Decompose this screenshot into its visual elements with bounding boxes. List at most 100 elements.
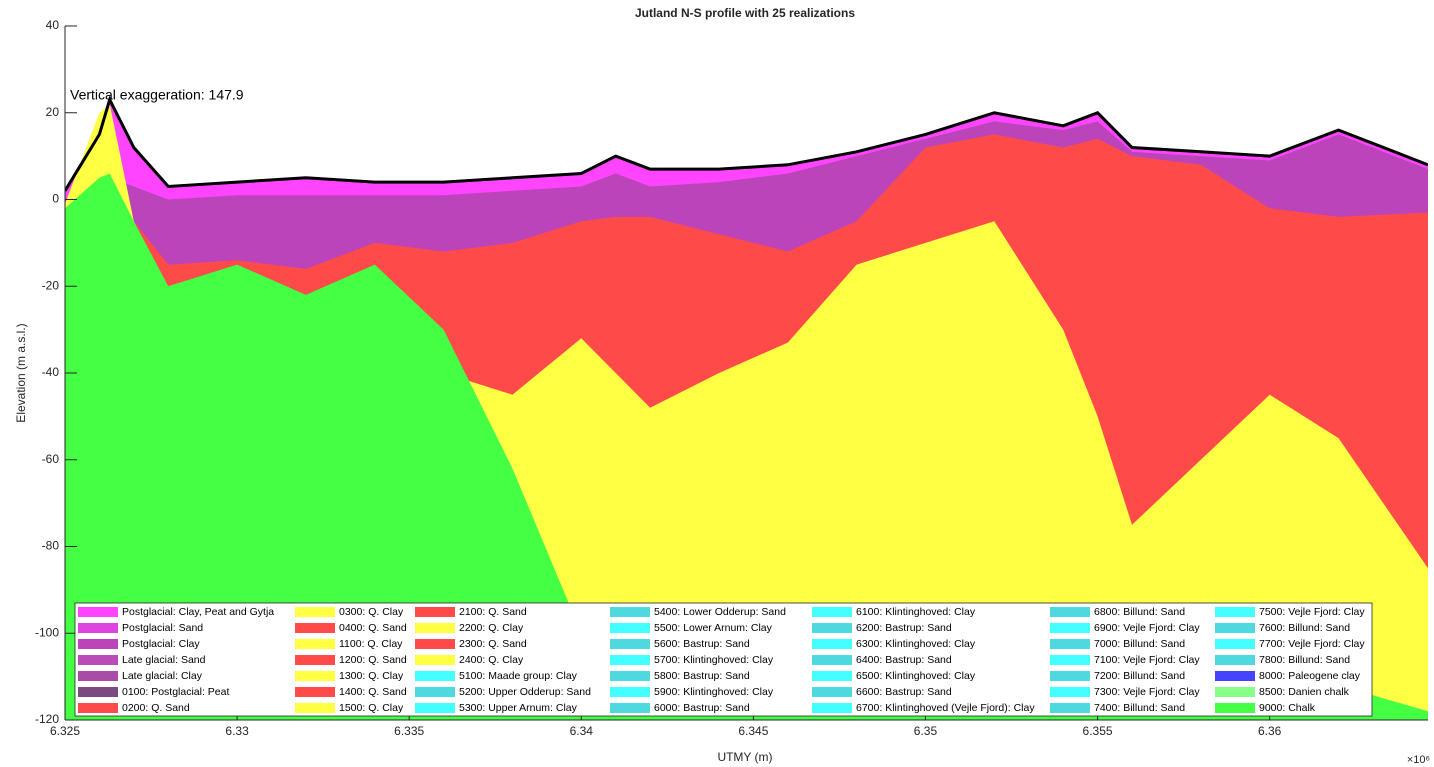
y-tick-label: -100 bbox=[35, 625, 59, 639]
legend: Postglacial: Clay, Peat and Gytja Postgla… bbox=[74, 602, 1373, 717]
legend-swatch bbox=[78, 687, 118, 697]
legend-box bbox=[74, 602, 1373, 717]
legend-swatch bbox=[295, 687, 335, 697]
axes: -120 -100 -80 -60 -40 -20 0 20 40 6.325 6.33 6.335 6… bbox=[35, 18, 1428, 738]
legend-swatch bbox=[812, 623, 852, 633]
legend-swatch bbox=[295, 671, 335, 681]
legend-label: 2200: Q. Clay bbox=[459, 622, 524, 634]
legend-swatch bbox=[1215, 671, 1255, 681]
legend-label: 6500: Klintinghoved: Clay bbox=[856, 670, 976, 682]
y-tick-label: -120 bbox=[35, 712, 59, 726]
legend-label: 1400: Q. Sand bbox=[339, 686, 407, 698]
legend-swatch bbox=[1050, 639, 1090, 649]
legend-label: 6900: Vejle Fjord: Clay bbox=[1094, 622, 1200, 634]
legend-swatch bbox=[295, 639, 335, 649]
legend-label: 5900: Klintinghoved: Clay bbox=[654, 686, 774, 698]
legend-swatch bbox=[1215, 687, 1255, 697]
legend-label: 5600: Bastrup: Sand bbox=[654, 638, 750, 650]
layer-area bbox=[65, 173, 1428, 720]
legend-label: 5300: Upper Arnum: Clay bbox=[459, 702, 578, 714]
legend-label: 6100: Klintinghoved: Clay bbox=[856, 606, 976, 618]
legend-label: 2300: Q. Sand bbox=[459, 638, 527, 650]
legend-label: 0100: Postglacial: Peat bbox=[122, 686, 229, 698]
legend-swatch bbox=[812, 607, 852, 617]
x-tick-label: 6.36 bbox=[1258, 724, 1282, 738]
legend-label: 6300: Klintinghoved: Clay bbox=[856, 638, 976, 650]
legend-swatch bbox=[1050, 623, 1090, 633]
legend-label: 7500: Vejle Fjord: Clay bbox=[1259, 606, 1365, 618]
legend-label: 7600: Billund: Sand bbox=[1259, 622, 1350, 634]
legend-swatch bbox=[812, 687, 852, 697]
y-tick-label: 40 bbox=[46, 18, 60, 32]
legend-label: 1300: Q. Clay bbox=[339, 670, 404, 682]
legend-swatch bbox=[812, 703, 852, 713]
legend-swatch bbox=[415, 703, 455, 713]
legend-label: 5500: Lower Arnum: Clay bbox=[654, 622, 773, 634]
legend-swatch bbox=[1050, 687, 1090, 697]
legend-label: 5100: Maade group: Clay bbox=[459, 670, 578, 682]
legend-label: 6200: Bastrup: Sand bbox=[856, 622, 952, 634]
x-tick-label: 6.345 bbox=[738, 724, 768, 738]
legend-swatch bbox=[295, 703, 335, 713]
legend-label: 1100: Q. Clay bbox=[339, 638, 403, 650]
legend-label: 0300: Q. Clay bbox=[339, 606, 404, 618]
legend-swatch bbox=[78, 655, 118, 665]
y-axis-label: Elevation (m a.s.l.) bbox=[14, 323, 28, 422]
legend-swatch bbox=[1215, 607, 1255, 617]
legend-label: 7800: Billund: Sand bbox=[1259, 654, 1350, 666]
legend-label: 7400: Billund: Sand bbox=[1094, 702, 1185, 714]
legend-swatch bbox=[415, 671, 455, 681]
legend-swatch bbox=[415, 639, 455, 649]
legend-swatch bbox=[1050, 655, 1090, 665]
legend-label: 8000: Paleogene clay bbox=[1259, 670, 1361, 682]
chart-title: Jutland N-S profile with 25 realizations bbox=[635, 6, 855, 20]
legend-label: 5700: Klintinghoved: Clay bbox=[654, 654, 774, 666]
x-axis-label: UTMY (m) bbox=[717, 750, 772, 764]
legend-label: 6400: Bastrup: Sand bbox=[856, 654, 952, 666]
y-tick-label: -20 bbox=[42, 278, 60, 292]
x-tick-label: 6.35 bbox=[914, 724, 938, 738]
legend-swatch bbox=[1215, 655, 1255, 665]
legend-label: 7700: Vejle Fjord: Clay bbox=[1259, 638, 1365, 650]
legend-label: Late glacial: Clay bbox=[122, 670, 203, 682]
y-tick-label: 0 bbox=[52, 192, 59, 206]
legend-swatch bbox=[610, 687, 650, 697]
legend-swatch bbox=[78, 703, 118, 713]
annotation: Vertical exaggeration: 147.9 bbox=[70, 87, 244, 103]
legend-swatch bbox=[610, 607, 650, 617]
legend-swatch bbox=[1215, 639, 1255, 649]
legend-swatch bbox=[610, 639, 650, 649]
y-tick-label: -80 bbox=[42, 539, 60, 553]
x-tick-label: 6.33 bbox=[225, 724, 249, 738]
legend-label: 0200: Q. Sand bbox=[122, 702, 190, 714]
layers bbox=[65, 95, 1428, 720]
legend-swatch bbox=[78, 671, 118, 681]
legend-swatch bbox=[1050, 703, 1090, 713]
legend-label: 6000: Bastrup: Sand bbox=[654, 702, 750, 714]
legend-swatch bbox=[1050, 671, 1090, 681]
legend-label: Postglacial: Sand bbox=[122, 622, 203, 634]
legend-label: 5200: Upper Odderup: Sand bbox=[459, 686, 591, 698]
legend-swatch bbox=[1050, 607, 1090, 617]
legend-swatch bbox=[1215, 623, 1255, 633]
legend-label: 7100: Vejle Fjord: Clay bbox=[1094, 654, 1200, 666]
legend-label: 7000: Billund: Sand bbox=[1094, 638, 1185, 650]
legend-swatch bbox=[610, 671, 650, 681]
y-tick-label: -60 bbox=[42, 452, 60, 466]
legend-label: 6700: Klintinghoved (Vejle Fjord): Clay bbox=[856, 702, 1035, 714]
legend-label: 7200: Billund: Sand bbox=[1094, 670, 1185, 682]
legend-label: 8500: Danien chalk bbox=[1259, 686, 1350, 698]
legend-swatch bbox=[415, 607, 455, 617]
legend-swatch bbox=[295, 607, 335, 617]
legend-swatch bbox=[78, 607, 118, 617]
legend-swatch bbox=[610, 703, 650, 713]
legend-swatch bbox=[610, 655, 650, 665]
x-tick-label: 6.325 bbox=[50, 724, 80, 738]
legend-label: 0400: Q. Sand bbox=[339, 622, 407, 634]
x-tick-label: 6.34 bbox=[570, 724, 594, 738]
x-multiplier: ×10⁶ bbox=[1407, 754, 1430, 766]
legend-label: 5400: Lower Odderup: Sand bbox=[654, 606, 786, 618]
legend-swatch bbox=[812, 655, 852, 665]
legend-label: Postglacial: Clay bbox=[122, 638, 200, 650]
